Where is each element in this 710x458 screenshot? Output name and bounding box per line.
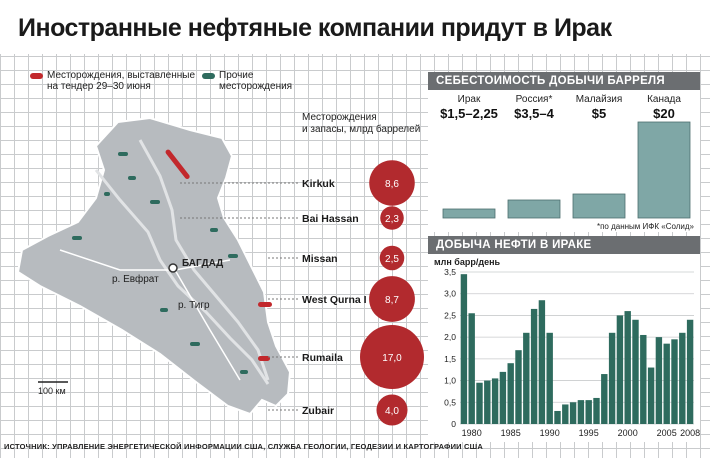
- production-bar: [484, 380, 491, 424]
- production-bar: [562, 404, 569, 424]
- production-bar: [491, 378, 499, 424]
- cost-country-label: Ирак: [458, 94, 481, 105]
- legend-item-other: Прочие месторождения: [202, 70, 292, 92]
- production-bar: [569, 402, 577, 424]
- scale-label: 100 км: [38, 386, 66, 396]
- field-kirkuk-shape: [165, 149, 190, 180]
- river-tigris: [138, 139, 270, 381]
- production-bar: [647, 367, 655, 424]
- roads: [59, 249, 241, 381]
- iraq-map: БАГДАД р. Евфрат р. Тигр 100 км: [16, 116, 292, 416]
- production-bar: [585, 400, 592, 424]
- production-ytick-label: 2,0: [444, 332, 456, 342]
- production-chart-title: ДОБЫЧА НЕФТИ В ИРАКЕ: [428, 236, 700, 254]
- production-bar: [686, 319, 694, 424]
- other-fields: [72, 152, 248, 374]
- production-xtick-label: 2008: [680, 428, 700, 438]
- source-note: ИСТОЧНИК: УПРАВЛЕНИЕ ЭНЕРГЕТИЧЕСКОЙ ИНФО…: [4, 442, 484, 451]
- production-bar: [593, 397, 600, 424]
- fields-header: Месторождения и запасы, млрд баррелей: [302, 112, 422, 136]
- fields-header-line1: Месторождения: [302, 112, 377, 123]
- capital-label: БАГДАД: [182, 258, 223, 269]
- production-bar: [546, 332, 553, 424]
- production-bar: [640, 334, 647, 424]
- production-bar: [624, 311, 631, 424]
- cost-value-label: $20: [653, 106, 675, 121]
- production-bar: [460, 274, 468, 424]
- cost-bar: [507, 199, 561, 219]
- cost-bar: [442, 208, 496, 219]
- production-ytick-label: 0: [451, 419, 456, 429]
- production-xtick-label: 1990: [540, 428, 560, 438]
- tender-fields: [165, 149, 272, 361]
- production-unit-label: млн барр/день: [434, 257, 501, 267]
- cost-value-label: $1,5–2,25: [440, 106, 498, 121]
- production-bar: [608, 332, 616, 424]
- production-bar: [679, 332, 686, 424]
- field-westqurna-shape: [258, 302, 272, 307]
- production-ytick-label: 1,0: [444, 376, 456, 386]
- cost-value-label: $3,5–4: [514, 106, 555, 121]
- production-bar: [468, 313, 475, 424]
- legend-tender-line1: Месторождения, выставленные: [47, 70, 196, 81]
- baghdad-marker: [168, 263, 178, 273]
- production-bar: [499, 371, 507, 424]
- cost-chart: Ирак$1,5–2,25 Россия*$3,5–4 Малайзия$5 Кана…: [440, 94, 691, 219]
- production-xtick-label: 1995: [579, 428, 599, 438]
- title-bar: [0, 0, 710, 54]
- production-ytick-label: 3,5: [444, 267, 456, 277]
- production-bar: [577, 400, 585, 424]
- cost-country-label: Малайзия: [576, 94, 623, 105]
- cost-country-label: Россия*: [516, 94, 553, 105]
- legend-swatch-tender: [30, 73, 43, 79]
- legend-item-tender: Месторождения, выставленные на тендер 29…: [30, 70, 195, 92]
- cost-value-label: $5: [592, 106, 606, 121]
- production-bar: [671, 339, 678, 424]
- production-panel: ДОБЫЧА НЕФТИ В ИРАКЕ млн барр/день 0 0,5 1…: [428, 236, 700, 442]
- production-bar: [601, 374, 608, 424]
- production-bar: [530, 308, 538, 424]
- cost-chart-title: СЕБЕСТОИМОСТЬ ДОБЫЧИ БАРРЕЛЯ НЕФТИ: [428, 72, 700, 105]
- river-euphrates-label: р. Евфрат: [112, 273, 159, 285]
- production-bar: [655, 337, 663, 424]
- fields-header-line2: и запасы, млрд баррелей: [302, 124, 421, 135]
- production-ytick-label: 3,0: [444, 289, 456, 299]
- iraq-outline: [16, 116, 292, 416]
- legend-other-line1: Прочие: [219, 70, 254, 81]
- production-xtick-label: 1985: [501, 428, 521, 438]
- production-bar: [538, 300, 546, 424]
- production-bar: [663, 343, 670, 424]
- production-bar: [507, 363, 514, 424]
- production-bar: [554, 410, 561, 424]
- production-ytick-label: 1,5: [444, 354, 456, 364]
- production-ytick-label: 0,5: [444, 397, 456, 407]
- field-rumaila-shape: [258, 356, 270, 361]
- production-bar: [523, 332, 530, 424]
- production-bar: [616, 315, 624, 424]
- production-ytick-label: 2,5: [444, 310, 456, 320]
- river-tigris-label: р. Тигр: [178, 300, 210, 311]
- production-bar: [515, 350, 522, 424]
- legend-swatch-other: [202, 73, 215, 79]
- production-xtick-label: 1980: [462, 428, 482, 438]
- production-bar: [476, 382, 483, 424]
- cost-country-label: Канада: [647, 94, 681, 105]
- river-euphrates: [94, 169, 270, 385]
- production-chart: 0 0,5 1,0 1,5 2,0 2,5 3,0 3,5 1980 1985 1990 1995 20…: [444, 267, 700, 438]
- page-title: Иностранные нефтяные компании придут в И…: [18, 14, 612, 42]
- cost-bar: [637, 121, 691, 219]
- production-xtick-label: 2000: [618, 428, 638, 438]
- cost-note: *по данным ИФК «Солид»: [596, 222, 694, 231]
- cost-bar: [572, 193, 626, 219]
- production-xtick-label: 2005: [657, 428, 677, 438]
- legend-tender-line2: на тендер 29–30 июня: [47, 81, 151, 92]
- legend-other-line2: месторождения: [219, 81, 293, 92]
- production-bar: [632, 319, 639, 424]
- cost-panel: СЕБЕСТОИМОСТЬ ДОБЫЧИ БАРРЕЛЯ НЕФТИ Ирак $…: [428, 72, 700, 232]
